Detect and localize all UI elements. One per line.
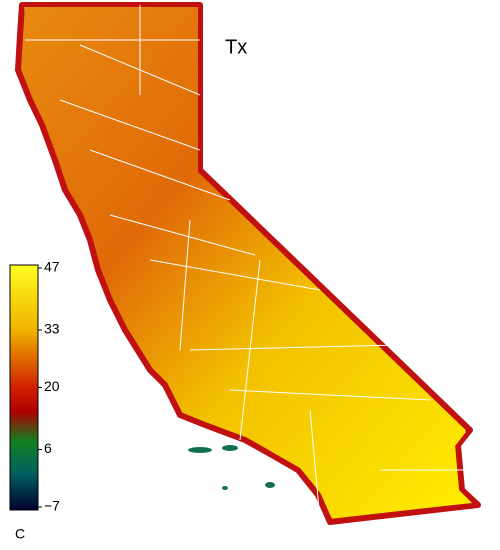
island — [188, 447, 212, 453]
california-map — [15, 2, 481, 525]
colorbar-tick-label: 6 — [44, 440, 52, 456]
map-title: Tx — [225, 36, 247, 58]
colorbar-tick-label: −7 — [44, 498, 60, 514]
island — [265, 482, 275, 488]
colorbar-unit: C — [15, 526, 25, 542]
county-lines — [25, 5, 470, 521]
colorbar — [9, 264, 39, 511]
island — [222, 445, 238, 451]
colorbar-tick-label: 20 — [44, 378, 60, 394]
island — [222, 486, 228, 490]
colorbar-tick-label: 33 — [44, 321, 60, 337]
state-shape-inner — [24, 7, 472, 518]
colorbar-tick-label: 47 — [44, 259, 60, 275]
